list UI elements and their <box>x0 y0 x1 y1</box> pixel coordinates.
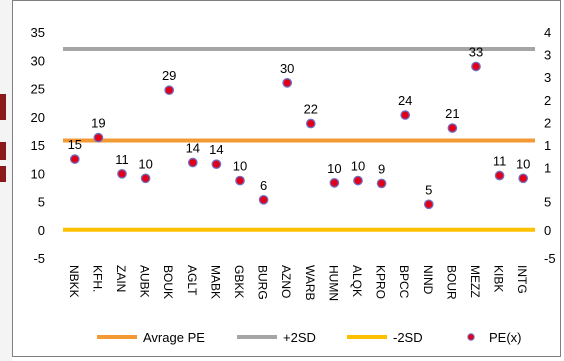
legend-label--2sd: -2SD <box>393 330 423 345</box>
y-tick-label: 15 <box>31 138 45 153</box>
y2-tick-label: -5 <box>544 251 556 266</box>
pe-data-label: 14 <box>186 141 200 156</box>
y2-tick-label: 0 <box>544 223 551 238</box>
left-edge-marker <box>0 166 6 182</box>
pe-data-label: 5 <box>425 182 432 197</box>
y-tick-label: 35 <box>31 25 45 40</box>
x-category-label: KIBK <box>492 265 506 292</box>
pe-point <box>235 175 245 186</box>
pe-point <box>423 199 434 210</box>
pe-data-label: 6 <box>260 178 267 193</box>
pe-data-label: 9 <box>378 161 385 176</box>
y-tick-label: 5 <box>38 195 45 210</box>
x-category-label: BOUR <box>444 265 458 300</box>
pe-data-label: 10 <box>138 156 152 171</box>
y2-tick-label: 3 <box>544 48 551 63</box>
pe-point <box>211 159 222 170</box>
pe-data-label: 11 <box>115 152 129 167</box>
legend-label-pe-x-: PE(x) <box>489 330 522 345</box>
pe-point <box>258 194 269 205</box>
pe-point <box>117 168 127 179</box>
pe-point <box>400 110 411 120</box>
chart-area: 35 30 25 20 15 10 5 0 -5 4 3 3 2 2 1 1 5 0 -5 15 19 11 10 29 14 1… <box>12 0 561 357</box>
pe-data-label: 15 <box>68 137 82 152</box>
pe-data-label: 14 <box>209 142 223 157</box>
x-category-label: KFH. <box>90 265 104 292</box>
y2-tick-label: 1 <box>544 161 551 176</box>
x-category-label: KPRO <box>374 265 388 299</box>
y-tick-label: -5 <box>33 251 45 266</box>
pe-point <box>329 178 340 188</box>
left-edge-marker <box>0 94 6 120</box>
pe-data-label: 33 <box>469 44 483 59</box>
y-tick-label: 25 <box>31 82 45 97</box>
pe-data-label: 10 <box>516 156 530 171</box>
pe-point <box>282 78 293 88</box>
x-category-label: INTG <box>515 265 529 294</box>
legend-swatch-pe-x- <box>467 333 475 341</box>
y2-tick-label: 2 <box>544 115 551 130</box>
x-category-label: NBKK <box>67 265 81 298</box>
pe-point <box>471 61 481 72</box>
pe-point <box>376 178 387 189</box>
y2-tick-label: 2 <box>544 93 551 108</box>
x-category-label: NIND <box>421 265 435 295</box>
y-tick-label: 10 <box>31 166 45 181</box>
pe-point <box>187 157 198 168</box>
pe-point <box>518 173 529 184</box>
x-category-label: WARB <box>303 265 317 301</box>
y2-tick-label: 3 <box>544 70 551 85</box>
y2-tick-label: 1 <box>544 138 551 153</box>
y-tick-label: 0 <box>38 223 45 238</box>
pe-point <box>164 85 175 96</box>
x-category-label: AZNO <box>279 265 293 298</box>
y2-tick-label: 5 <box>544 195 551 210</box>
pe-data-label: 10 <box>327 161 341 176</box>
pe-data-label: 11 <box>493 154 507 169</box>
pe-data-label: 10 <box>233 159 247 174</box>
x-category-label: MEZZ <box>468 265 482 298</box>
y-tick-label: 30 <box>31 53 45 68</box>
x-category-label: ZAIN <box>114 265 128 292</box>
x-category-label: BURG <box>256 265 270 300</box>
y-tick-label: 20 <box>31 110 45 125</box>
pe-point <box>447 123 458 133</box>
left-panel-edge <box>0 0 12 361</box>
pe-point <box>140 173 151 184</box>
y2-tick-label: 4 <box>544 25 551 40</box>
pe-data-label: 22 <box>304 102 318 117</box>
pe-data-label: 21 <box>445 106 459 121</box>
x-category-label: MABK <box>208 265 222 299</box>
x-category-label: HUMN <box>326 265 340 301</box>
pe-data-label: 24 <box>398 93 412 108</box>
pe-point <box>93 132 104 143</box>
pe-data-label: 19 <box>91 116 105 131</box>
x-category-label: BPCC <box>397 265 411 299</box>
x-category-label: BOUK <box>161 265 175 299</box>
pe-point <box>69 154 80 164</box>
legend-label-avrage-pe: Avrage PE <box>143 330 205 345</box>
x-category-label: AGLT <box>185 265 199 296</box>
pe-data-label: 30 <box>280 61 294 76</box>
legend-label--2sd: +2SD <box>283 330 316 345</box>
left-edge-marker <box>0 142 6 160</box>
pe-point <box>494 170 505 181</box>
x-category-label: ALQK <box>350 265 364 297</box>
pe-point <box>353 175 363 186</box>
pe-point <box>305 118 316 129</box>
pe-data-label: 29 <box>162 68 176 83</box>
x-category-label: AUBK <box>138 265 152 298</box>
x-category-label: GBKK <box>232 265 246 298</box>
pe-data-label: 10 <box>351 159 365 174</box>
